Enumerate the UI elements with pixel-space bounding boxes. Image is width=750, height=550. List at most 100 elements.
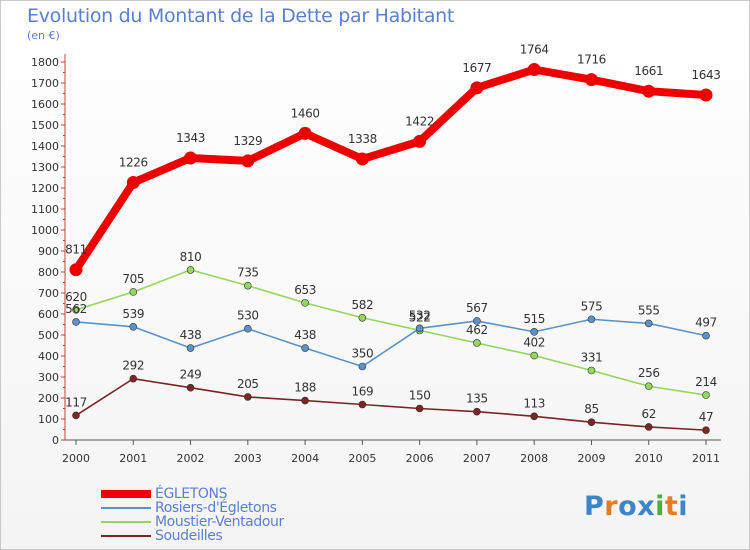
data-point-1 [358,362,367,371]
data-point-3 [301,396,309,405]
y-tick-label: 400 [38,350,59,363]
x-tick-label: 2003 [234,452,262,465]
y-tick-label: 600 [38,308,59,321]
data-point-2 [301,299,309,307]
data-label: 735 [237,266,259,280]
y-tick-label: 1600 [31,98,59,111]
series-line-1 [75,318,707,368]
brand-letter: o [618,491,638,522]
series-line-2 [75,269,707,396]
data-label: 113 [523,396,545,410]
data-point-1 [415,324,424,333]
data-label: 522 [409,310,431,324]
data-point-1 [301,344,309,352]
data-label: 135 [466,392,488,406]
legend-label: Rosiers-d'Égletons [155,500,277,516]
data-label: 117 [65,395,87,409]
data-label: 582 [352,298,374,312]
data-point-egletons [126,176,140,190]
data-label: 62 [641,407,655,421]
data-label: 575 [581,299,603,313]
data-point-1 [186,344,195,352]
data-label: 150 [409,389,431,403]
data-label: 249 [180,368,202,382]
data-label: 810 [180,250,202,264]
data-label: 462 [466,323,488,337]
series-line-3 [75,377,707,431]
data-label: 256 [638,366,660,380]
data-point-2 [72,305,80,314]
x-tick-label: 2011 [692,452,720,465]
data-label: 292 [122,359,144,373]
data-point-1 [72,318,80,326]
data-point-2 [129,288,138,296]
data-point-1 [702,331,710,340]
data-point-egletons [355,152,369,166]
brand-letter: i [678,491,689,522]
x-tick-label: 2002 [177,452,205,465]
data-label: 620 [65,290,87,304]
data-label: 85 [584,402,598,416]
data-label: 214 [695,375,717,389]
y-tick-label: 800 [38,266,59,279]
x-tick-label: 2004 [291,452,319,465]
legend-swatch [101,507,151,509]
data-label: 1764 [520,43,549,57]
y-tick-label: 1800 [31,56,59,69]
y-tick-label: 0 [52,434,59,447]
data-point-3 [244,393,252,401]
data-label: 497 [695,316,717,330]
data-point-2 [358,313,367,322]
data-label: 562 [65,302,87,316]
y-tick-label: 200 [38,392,59,405]
x-tick-label: 2001 [119,452,147,465]
brand-letter: i [655,491,665,522]
y-tick-label: 100 [38,413,59,426]
data-point-3 [72,411,80,420]
data-label: 1343 [176,131,205,145]
data-point-1 [244,324,252,333]
data-point-1 [473,317,481,325]
data-label: 515 [523,312,545,326]
brand-letter: x [637,491,656,522]
data-label: 1226 [119,156,148,170]
data-label: 1716 [577,53,606,67]
data-point-3 [415,404,424,413]
data-point-egletons [527,63,541,77]
data-label: 438 [294,328,316,342]
data-label: 1661 [634,64,663,78]
data-label: 188 [294,381,316,395]
data-label: 1677 [462,61,491,75]
legend-label: ÉGLETONS [155,486,228,502]
brand-letter: t [664,491,679,522]
x-tick-label: 2006 [406,452,434,465]
data-point-3 [358,400,367,409]
chart-subtitle: (en €) [27,29,60,42]
data-point-egletons [470,81,484,95]
data-point-3 [473,407,481,416]
data-label: 350 [352,347,374,361]
data-point-2 [186,266,195,274]
y-tick-label: 1500 [31,119,59,132]
data-point-egletons [642,84,656,98]
data-label: 1460 [291,106,320,120]
data-point-egletons [699,88,713,102]
data-label: 555 [638,303,660,317]
data-point-2 [702,391,710,399]
data-point-egletons [184,151,198,165]
data-point-1 [587,315,596,324]
data-point-1 [129,323,138,331]
y-tick-label: 1100 [31,203,59,216]
data-point-egletons [298,126,312,140]
x-tick-label: 2008 [520,452,548,465]
x-tick-label: 2007 [463,452,491,465]
x-tick-label: 2009 [577,452,605,465]
x-tick-label: 2005 [348,452,376,465]
series-line-egletons [72,65,710,274]
data-label: 331 [581,350,603,364]
y-tick-label: 1200 [31,182,59,195]
data-point-3 [587,418,596,426]
data-label: 1329 [233,134,262,148]
y-tick-label: 1400 [31,140,59,153]
y-tick-label: 900 [38,245,59,258]
